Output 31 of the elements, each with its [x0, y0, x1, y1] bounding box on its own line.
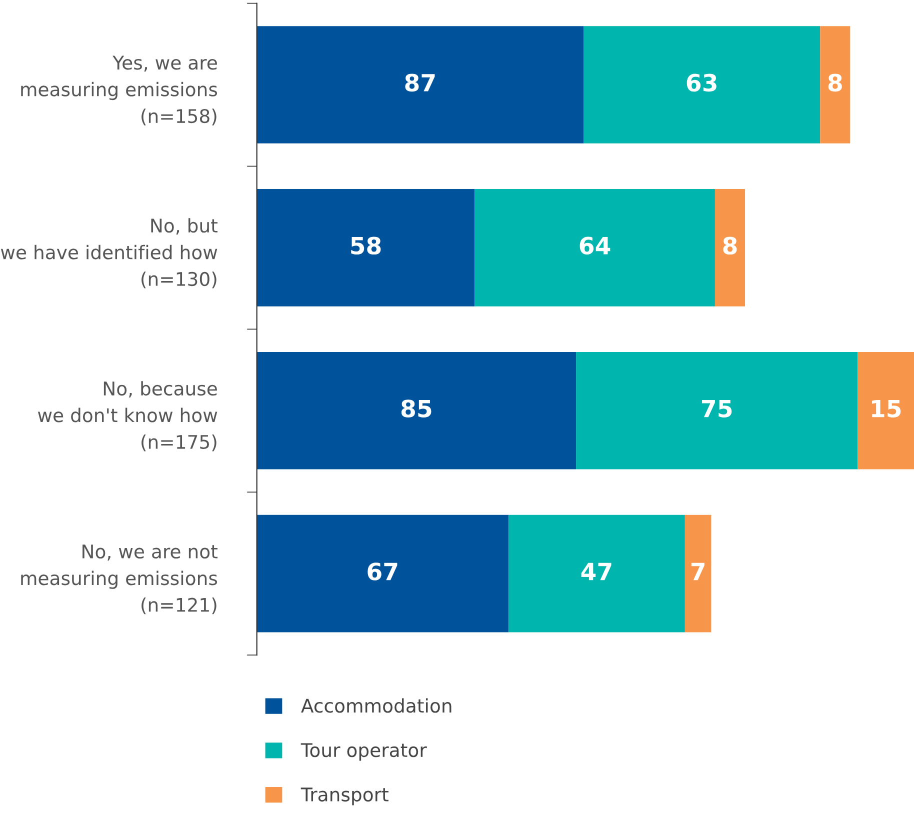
- bar: [474, 189, 715, 306]
- data-label: 58: [351, 236, 381, 255]
- bar: [256, 26, 584, 144]
- bar: [256, 514, 508, 632]
- data-label: 47: [581, 562, 612, 580]
- legend-label: Transport: [300, 788, 388, 806]
- data-label: 87: [405, 74, 435, 92]
- y-tick-label: No, because we don't know how (n=175): [38, 381, 218, 452]
- y-tick-label: Yes, we are measuring emissions (n=158): [21, 56, 218, 126]
- data-label: 63: [686, 74, 716, 92]
- bar: [256, 189, 475, 306]
- data-label: 75: [702, 400, 732, 418]
- data-label: 15: [872, 400, 901, 418]
- y-tick-label: No, we are not measuring emissions (n=121): [21, 544, 218, 614]
- legend-label: Tour operator: [300, 743, 427, 761]
- data-label: 8: [828, 74, 842, 92]
- bar: [714, 189, 746, 306]
- data-label: 8: [723, 236, 737, 255]
- bar: [256, 352, 576, 470]
- legend-label: Accommodation: [301, 698, 452, 713]
- bar: [858, 352, 914, 470]
- bar: [684, 514, 712, 632]
- y-tick-label: No, but we have identified how (n=130): [0, 218, 218, 288]
- data-label: 67: [368, 562, 398, 580]
- bar: [820, 26, 850, 144]
- bar: [508, 514, 685, 632]
- data-label: 7: [691, 562, 704, 580]
- data-label: 85: [401, 400, 432, 418]
- data-label: 64: [580, 236, 610, 255]
- bar: [576, 352, 858, 470]
- bar: [584, 26, 820, 144]
